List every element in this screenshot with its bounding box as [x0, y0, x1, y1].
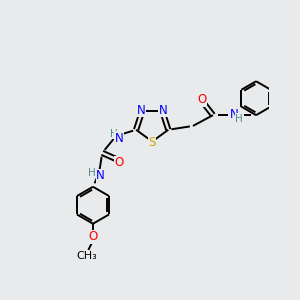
Text: H: H	[110, 129, 118, 139]
Text: N: N	[137, 103, 146, 117]
Text: O: O	[198, 93, 207, 106]
Text: H: H	[88, 168, 95, 178]
Text: O: O	[115, 156, 124, 170]
Text: O: O	[88, 230, 98, 243]
Text: S: S	[148, 136, 156, 149]
Text: N: N	[159, 103, 167, 117]
Text: H: H	[235, 114, 243, 124]
Text: CH₃: CH₃	[76, 251, 97, 261]
Text: N: N	[96, 169, 105, 182]
Text: N: N	[230, 108, 238, 121]
Text: N: N	[115, 132, 124, 145]
